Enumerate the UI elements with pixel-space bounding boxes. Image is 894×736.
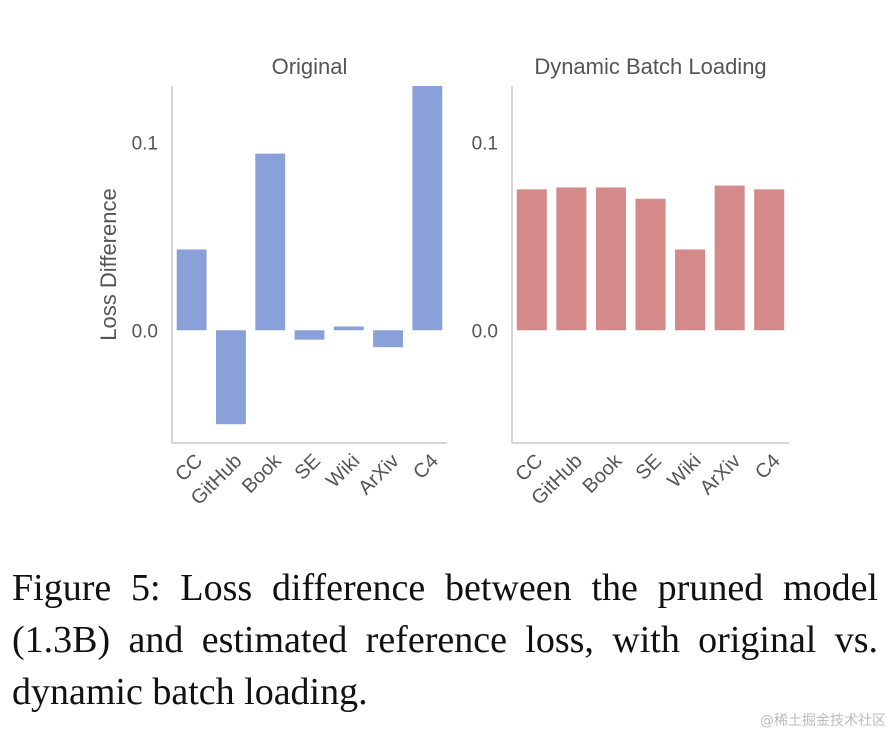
- bar-book: [595, 187, 626, 331]
- bar-wiki: [333, 326, 364, 331]
- bar-c4: [754, 189, 785, 331]
- x-tick-label: C4: [409, 450, 443, 484]
- watermark: @稀土掘金技术社区: [760, 713, 886, 729]
- y-tick-label: 0.0: [472, 321, 498, 342]
- y-tick-label: 0.0: [132, 321, 158, 342]
- bar-cc: [176, 249, 207, 331]
- x-tick-label: ArXiv: [354, 450, 403, 499]
- y-tick-label: 0.1: [132, 133, 158, 154]
- x-tick-label: Book: [238, 449, 286, 497]
- bar-arxiv: [373, 330, 403, 348]
- x-tick-label: C4: [751, 450, 785, 484]
- bar-se: [635, 198, 666, 331]
- bar-arxiv: [714, 185, 745, 331]
- x-tick-label: ArXiv: [696, 450, 745, 499]
- bar-cc: [516, 189, 547, 331]
- chart-title: Original: [272, 54, 348, 79]
- x-tick-label: Book: [579, 449, 627, 497]
- bar-c4: [412, 86, 443, 331]
- x-tick-label: SE: [291, 450, 325, 484]
- y-axis-label: Loss Difference: [96, 188, 121, 340]
- bar-book: [255, 153, 286, 331]
- bar-wiki: [675, 249, 706, 331]
- chart-title: Dynamic Batch Loading: [534, 54, 766, 79]
- bar-se: [294, 330, 325, 340]
- bar-github: [556, 187, 587, 331]
- y-tick-label: 0.1: [472, 133, 498, 154]
- x-tick-label: SE: [632, 450, 666, 484]
- bar-github: [216, 330, 246, 425]
- figure-caption: Figure 5: Loss difference between the pr…: [12, 567, 878, 713]
